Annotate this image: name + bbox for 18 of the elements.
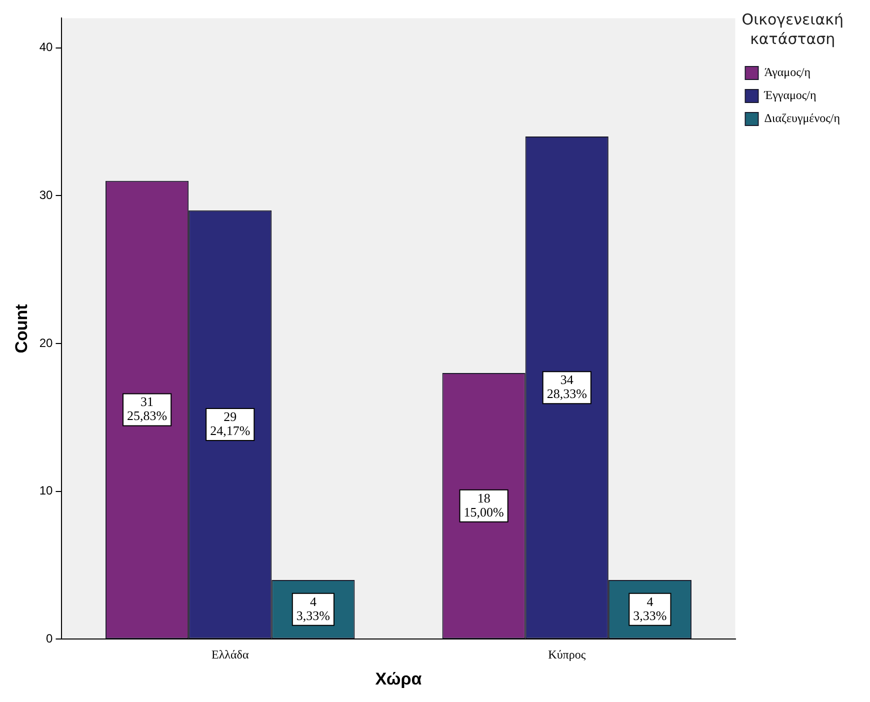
data-label: 29 24,17% — [210, 408, 250, 438]
legend-label: Έγγαμος/η — [763, 88, 816, 102]
y-tick-label: 40 — [39, 40, 54, 54]
data-label: 4 3,33% — [633, 594, 667, 623]
y-tick-label: 10 — [39, 484, 54, 498]
y-tick-label: 30 — [39, 188, 54, 202]
legend-label: Άγαμος/η — [764, 65, 810, 80]
data-label: 18 15,00% — [464, 490, 504, 520]
y-tick-label: 20 — [39, 336, 54, 350]
legend-label: Διαζευγμένος/η — [764, 111, 840, 126]
x-tick-label: Κύπρος — [548, 648, 586, 662]
data-label: 34 28,33% — [546, 372, 588, 402]
x-tick-label: Ελλάδα — [212, 648, 250, 662]
y-axis-title: Count — [12, 304, 31, 354]
y-tick-label: 0 — [46, 632, 54, 646]
x-axis-title: Χώρα — [375, 669, 422, 688]
data-label: 4 3,33% — [296, 594, 330, 623]
data-label: 31 25,83% — [127, 394, 168, 424]
